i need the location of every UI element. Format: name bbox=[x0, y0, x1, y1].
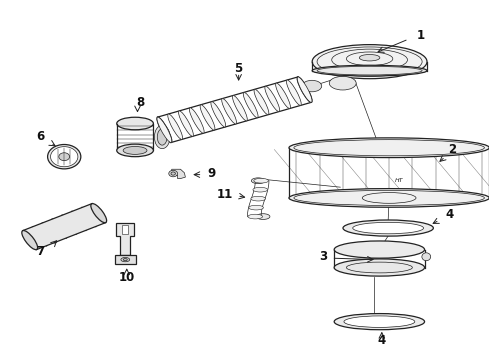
Polygon shape bbox=[117, 223, 134, 255]
Polygon shape bbox=[122, 225, 128, 234]
Ellipse shape bbox=[189, 108, 204, 133]
Ellipse shape bbox=[171, 172, 175, 175]
Ellipse shape bbox=[157, 117, 172, 143]
Text: 8: 8 bbox=[136, 96, 144, 109]
Ellipse shape bbox=[254, 179, 269, 183]
Ellipse shape bbox=[253, 187, 268, 192]
Ellipse shape bbox=[249, 205, 264, 210]
Text: 10: 10 bbox=[119, 271, 135, 284]
Ellipse shape bbox=[232, 95, 247, 121]
Ellipse shape bbox=[334, 259, 424, 276]
Ellipse shape bbox=[422, 253, 431, 261]
Text: HT: HT bbox=[394, 178, 403, 183]
Ellipse shape bbox=[276, 83, 291, 108]
Ellipse shape bbox=[312, 45, 427, 79]
Text: 3: 3 bbox=[319, 250, 327, 263]
Text: 11: 11 bbox=[217, 188, 233, 201]
Text: 9: 9 bbox=[208, 167, 216, 180]
Ellipse shape bbox=[265, 86, 280, 112]
Ellipse shape bbox=[289, 189, 490, 207]
Ellipse shape bbox=[256, 214, 270, 220]
Ellipse shape bbox=[343, 220, 433, 236]
Ellipse shape bbox=[243, 93, 258, 118]
Ellipse shape bbox=[221, 99, 237, 124]
Ellipse shape bbox=[254, 89, 269, 115]
Ellipse shape bbox=[154, 125, 170, 149]
Ellipse shape bbox=[157, 129, 167, 145]
Text: 6: 6 bbox=[37, 130, 45, 144]
Ellipse shape bbox=[251, 196, 266, 201]
Text: 4: 4 bbox=[445, 208, 453, 221]
Ellipse shape bbox=[334, 241, 424, 258]
Ellipse shape bbox=[123, 147, 147, 154]
Ellipse shape bbox=[178, 111, 194, 136]
Text: 4: 4 bbox=[378, 334, 386, 347]
Ellipse shape bbox=[251, 178, 265, 184]
Ellipse shape bbox=[334, 314, 424, 330]
Ellipse shape bbox=[117, 144, 153, 157]
Polygon shape bbox=[115, 255, 136, 264]
Polygon shape bbox=[23, 204, 106, 249]
Ellipse shape bbox=[91, 203, 107, 223]
Ellipse shape bbox=[211, 102, 226, 127]
Ellipse shape bbox=[359, 54, 380, 61]
Text: 5: 5 bbox=[235, 62, 243, 75]
Ellipse shape bbox=[289, 138, 490, 158]
Ellipse shape bbox=[353, 222, 423, 234]
Ellipse shape bbox=[200, 105, 215, 130]
Ellipse shape bbox=[117, 117, 153, 130]
Ellipse shape bbox=[168, 114, 183, 139]
Ellipse shape bbox=[287, 80, 301, 105]
Ellipse shape bbox=[248, 214, 263, 219]
Ellipse shape bbox=[297, 77, 312, 102]
Ellipse shape bbox=[157, 117, 172, 143]
Ellipse shape bbox=[302, 80, 322, 92]
Ellipse shape bbox=[50, 147, 78, 167]
Ellipse shape bbox=[48, 144, 81, 169]
Text: 2: 2 bbox=[449, 143, 457, 156]
Ellipse shape bbox=[59, 153, 70, 161]
Text: 7: 7 bbox=[37, 244, 45, 257]
Text: 1: 1 bbox=[417, 29, 425, 42]
Ellipse shape bbox=[297, 77, 312, 102]
Ellipse shape bbox=[312, 65, 427, 76]
Ellipse shape bbox=[22, 230, 38, 250]
Polygon shape bbox=[172, 169, 185, 179]
Ellipse shape bbox=[123, 258, 127, 261]
Ellipse shape bbox=[169, 170, 177, 177]
Ellipse shape bbox=[344, 316, 415, 327]
Ellipse shape bbox=[329, 76, 356, 90]
Ellipse shape bbox=[121, 257, 130, 262]
